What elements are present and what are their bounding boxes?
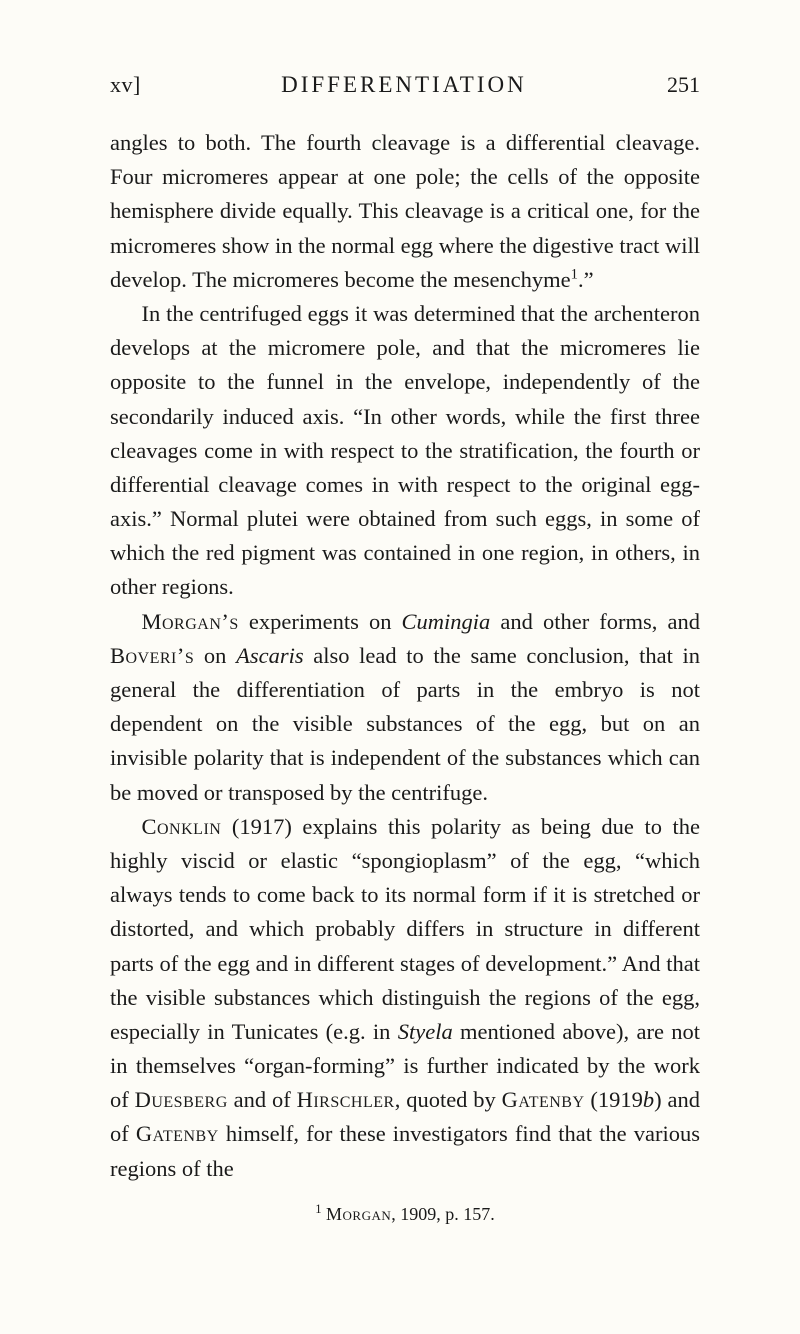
p2-text: In the centrifuged eggs it was determine… <box>110 301 700 600</box>
body-text: angles to both. The fourth cleavage is a… <box>110 126 700 1186</box>
p4-author-hirschler: Hirsch­ler <box>297 1087 395 1112</box>
paragraph-3: Morgan’s experiments on Cumingia and oth… <box>110 605 700 810</box>
p4-author-conklin: Conklin <box>142 814 222 839</box>
p3-italic-ascaris: Ascaris <box>236 643 304 668</box>
p4-text-h: , quoted by <box>395 1087 502 1112</box>
p3-text-b: experiments on <box>239 609 402 634</box>
p4-italic-b: b <box>643 1087 654 1112</box>
footnote: 1 Morgan, 1909, p. 157. <box>110 1204 700 1225</box>
p3-author-boveri: Boveri’s <box>110 643 194 668</box>
page: xv] DIFFERENTIATION 251 angles to both. … <box>0 0 800 1334</box>
header-chapter-ref: xv] <box>110 72 141 98</box>
p4-text-j: (1919 <box>585 1087 643 1112</box>
p3-text-f: on <box>194 643 236 668</box>
footnote-marker: 1 <box>315 1202 321 1216</box>
p3-italic-cumingia: Cumingia <box>402 609 491 634</box>
header-title: DIFFERENTIATION <box>281 72 527 98</box>
p1-superscript: 1 <box>571 266 578 282</box>
p4-italic-styela: Styela <box>398 1019 453 1044</box>
running-header: xv] DIFFERENTIATION 251 <box>110 72 700 98</box>
p4-author-gatenby-1: Gatenby <box>502 1087 585 1112</box>
p1-text: angles to both. The fourth cleavage is a… <box>110 130 700 292</box>
footnote-rest: , 1909, p. 157. <box>391 1204 495 1224</box>
paragraph-4: Conklin (1917) explains this polarity as… <box>110 810 700 1186</box>
p4-author-duesberg: Duesberg <box>135 1087 228 1112</box>
paragraph-1: angles to both. The fourth cleavage is a… <box>110 126 700 297</box>
header-page-number: 251 <box>667 72 700 98</box>
p1-tail: .” <box>578 267 594 292</box>
p3-author-morgan: Morgan’s <box>142 609 239 634</box>
p4-text-b: (1917) explains this polarity as being d… <box>110 814 700 1044</box>
paragraph-2: In the centrifuged eggs it was determine… <box>110 297 700 605</box>
p4-author-gatenby-2: Gatenby <box>136 1121 219 1146</box>
footnote-author: Morgan <box>326 1204 391 1224</box>
p3-text-d: and other forms, and <box>490 609 700 634</box>
p4-text-f: and of <box>228 1087 297 1112</box>
